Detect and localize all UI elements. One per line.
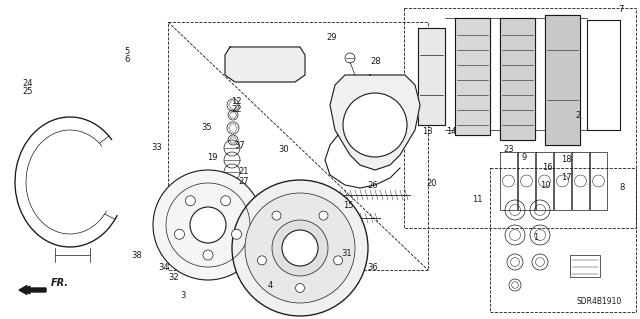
Text: FR.: FR. [51, 278, 69, 288]
Text: 35: 35 [202, 122, 212, 131]
Text: 38: 38 [132, 250, 142, 259]
Text: 3: 3 [180, 292, 186, 300]
Polygon shape [500, 18, 535, 140]
Text: 1: 1 [533, 234, 539, 242]
Text: 28: 28 [371, 57, 381, 66]
Circle shape [257, 256, 266, 265]
Circle shape [272, 211, 281, 220]
Circle shape [296, 284, 305, 293]
Text: 10: 10 [540, 181, 550, 189]
Polygon shape [455, 18, 490, 135]
Text: SDR4B1910: SDR4B1910 [577, 297, 622, 306]
Circle shape [186, 196, 195, 206]
Circle shape [221, 196, 230, 206]
Bar [404, 8, 636, 228]
Polygon shape [545, 15, 580, 145]
Text: 25: 25 [23, 86, 33, 95]
Text: 15: 15 [343, 201, 353, 210]
Text: 6: 6 [124, 56, 130, 64]
Text: 27: 27 [239, 176, 250, 186]
Circle shape [190, 207, 226, 243]
Text: 9: 9 [522, 152, 527, 161]
Polygon shape [225, 47, 305, 82]
Text: 23: 23 [504, 145, 515, 154]
Text: 5: 5 [124, 48, 130, 56]
Circle shape [245, 193, 355, 303]
Polygon shape [418, 28, 445, 125]
Text: 12: 12 [231, 98, 241, 107]
Circle shape [282, 230, 318, 266]
Text: 33: 33 [152, 143, 163, 152]
Text: 14: 14 [445, 128, 456, 137]
Text: 32: 32 [169, 273, 179, 283]
Text: 17: 17 [561, 174, 572, 182]
Circle shape [272, 220, 328, 276]
Circle shape [203, 250, 213, 260]
Circle shape [343, 93, 407, 157]
Circle shape [333, 256, 342, 265]
Text: 8: 8 [620, 183, 625, 192]
Text: 37: 37 [235, 140, 245, 150]
Circle shape [175, 229, 184, 239]
Circle shape [153, 170, 263, 280]
Text: 13: 13 [422, 128, 432, 137]
Text: 36: 36 [367, 263, 378, 271]
Text: 22: 22 [232, 106, 243, 115]
Text: 16: 16 [541, 162, 552, 172]
Text: 31: 31 [342, 249, 352, 257]
Circle shape [232, 180, 368, 316]
Text: 21: 21 [239, 167, 249, 176]
Circle shape [319, 211, 328, 220]
Text: 11: 11 [472, 195, 483, 204]
Text: 26: 26 [368, 181, 378, 189]
Text: 30: 30 [278, 145, 289, 154]
Text: 34: 34 [159, 263, 170, 272]
Text: 2: 2 [575, 110, 580, 120]
Text: 29: 29 [327, 33, 337, 42]
Polygon shape [330, 75, 420, 170]
Text: 7: 7 [618, 5, 624, 14]
FancyArrow shape [19, 286, 46, 294]
Text: 20: 20 [427, 180, 437, 189]
Bar [168, 22, 428, 270]
Bar [570, 255, 600, 277]
Circle shape [232, 229, 241, 239]
Text: 19: 19 [207, 152, 217, 161]
Text: 18: 18 [561, 155, 572, 165]
Text: 24: 24 [23, 78, 33, 87]
Text: 4: 4 [268, 280, 273, 290]
Bar [490, 168, 636, 312]
